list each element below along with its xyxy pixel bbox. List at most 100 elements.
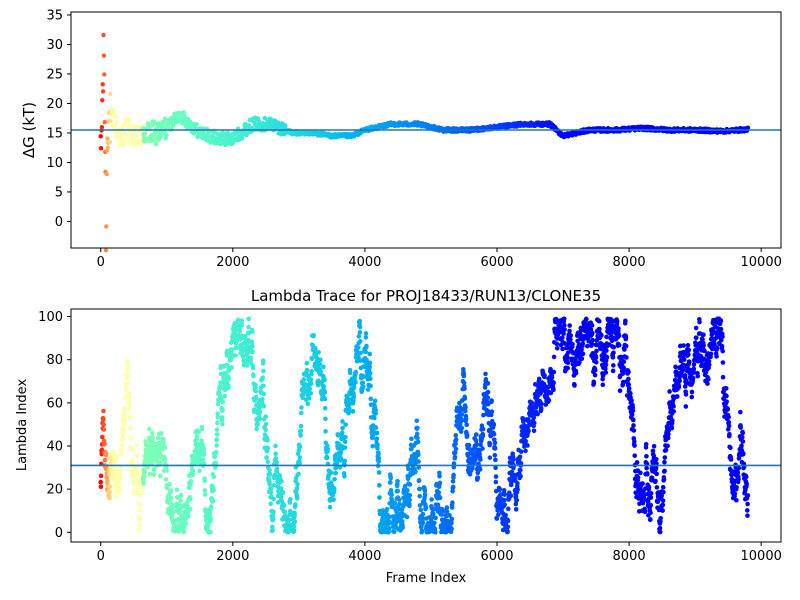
lambda-point xyxy=(594,348,599,354)
dg-point xyxy=(113,114,118,119)
lambda-point xyxy=(621,359,627,365)
lambda-point xyxy=(113,493,118,499)
lambda-point xyxy=(248,355,254,361)
lambda-point xyxy=(250,349,255,355)
lambda-point xyxy=(263,421,269,427)
lambda-point xyxy=(335,433,341,438)
lambda-point xyxy=(727,431,732,437)
lambda-point xyxy=(251,373,256,379)
lambda-point xyxy=(135,467,140,472)
lambda-point xyxy=(376,455,382,461)
lambda-point xyxy=(649,475,655,481)
dg-point xyxy=(239,136,245,141)
dg-point xyxy=(104,171,109,177)
lambda-point xyxy=(523,438,529,444)
lambda-point xyxy=(644,465,649,471)
lambda-point xyxy=(714,345,720,351)
lambda-point xyxy=(261,383,266,389)
lambda-point xyxy=(621,379,626,385)
lambda-point xyxy=(632,439,637,444)
lambda-point xyxy=(726,414,731,420)
lambda-point xyxy=(126,406,132,412)
lambda-point xyxy=(654,485,660,490)
top-x-tick-label: 6000 xyxy=(480,255,513,270)
lambda-point xyxy=(128,436,133,441)
lambda-point xyxy=(372,415,377,421)
lambda-point xyxy=(714,354,719,359)
lambda-point xyxy=(134,442,140,448)
lambda-point xyxy=(309,368,314,374)
lambda-point xyxy=(306,396,312,401)
lambda-point xyxy=(487,455,493,460)
lambda-point xyxy=(682,373,688,378)
lambda-point xyxy=(505,518,511,524)
lambda-point xyxy=(551,369,557,375)
dg-point xyxy=(114,120,119,125)
lambda-point xyxy=(654,456,659,462)
lambda-point xyxy=(623,318,628,324)
lambda-point xyxy=(719,343,725,349)
lambda-point xyxy=(225,363,230,369)
lambda-point xyxy=(735,470,741,476)
lambda-point xyxy=(462,408,468,414)
lambda-point xyxy=(485,401,491,407)
lambda-point xyxy=(250,365,256,371)
lambda-point xyxy=(591,380,597,386)
lambda-point xyxy=(322,396,328,402)
lambda-point xyxy=(554,341,560,347)
top-x-tick-label: 8000 xyxy=(613,255,646,270)
lambda-point xyxy=(367,351,373,357)
lambda-point xyxy=(579,347,584,352)
lambda-point xyxy=(384,506,390,512)
lambda-point xyxy=(405,488,410,493)
lambda-point xyxy=(324,455,330,461)
lambda-point xyxy=(407,497,412,503)
lambda-point xyxy=(709,336,715,341)
lambda-point xyxy=(745,493,751,498)
lambda-point xyxy=(720,348,725,354)
lambda-point xyxy=(117,481,122,487)
lambda-point xyxy=(429,497,434,502)
bottom-x-tick-label: 4000 xyxy=(348,549,381,564)
lambda-point xyxy=(572,383,577,388)
lambda-point xyxy=(420,520,425,525)
bottom-y-tick-label: 80 xyxy=(46,353,63,368)
lambda-point xyxy=(353,369,359,375)
lambda-point xyxy=(273,443,278,449)
lambda-point xyxy=(220,421,225,427)
lambda-point xyxy=(611,350,616,356)
lambda-point xyxy=(273,455,279,461)
lambda-point xyxy=(292,519,298,524)
lambda-point xyxy=(604,334,609,340)
lambda-point xyxy=(726,423,732,429)
dg-scatter-points xyxy=(98,32,751,253)
lambda-point xyxy=(353,379,358,385)
lambda-point xyxy=(532,382,538,387)
lambda-point xyxy=(554,345,560,351)
lambda-point xyxy=(340,425,345,431)
lambda-point xyxy=(265,445,271,451)
lambda-point xyxy=(135,453,140,458)
lambda-point xyxy=(364,357,369,363)
lambda-point xyxy=(363,335,369,340)
dg-point xyxy=(105,136,110,141)
lambda-point xyxy=(590,337,595,343)
lambda-point xyxy=(404,514,410,520)
dg-point xyxy=(164,132,169,138)
lambda-point xyxy=(119,446,124,452)
lambda-point xyxy=(226,376,232,381)
lambda-point xyxy=(439,512,445,517)
lambda-point xyxy=(666,431,671,437)
lambda-point xyxy=(358,350,363,356)
lambda-point xyxy=(368,383,373,389)
lambda-point xyxy=(214,427,220,432)
lambda-point xyxy=(316,350,321,355)
lambda-point xyxy=(723,386,729,391)
lambda-point xyxy=(565,360,571,365)
lambda-point xyxy=(706,362,712,368)
lambda-point xyxy=(662,459,667,465)
lambda-point xyxy=(600,382,606,388)
lambda-point xyxy=(376,470,382,475)
lambda-point xyxy=(423,505,429,511)
